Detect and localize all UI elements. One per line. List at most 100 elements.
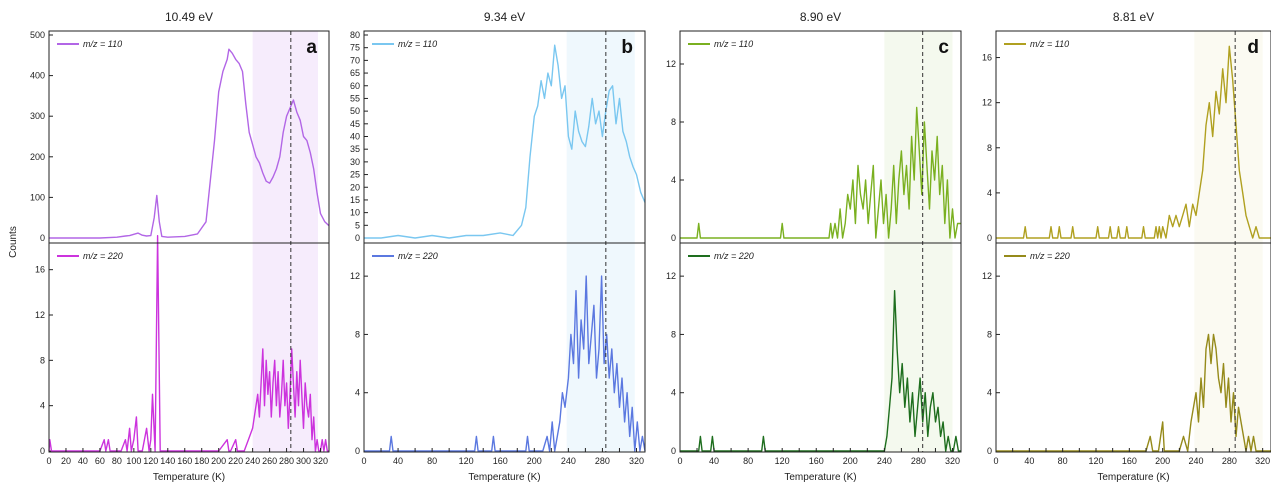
data-point — [1195, 392, 1196, 393]
data-point — [1110, 226, 1111, 227]
shaded-region — [566, 31, 635, 452]
data-point — [296, 371, 297, 372]
data-point — [1072, 226, 1073, 227]
data-point — [262, 172, 263, 173]
y-tick-label: 8 — [987, 329, 992, 339]
data-point — [948, 436, 949, 437]
data-point — [269, 183, 270, 184]
y-tick-label: 16 — [35, 265, 45, 275]
data-point — [261, 382, 262, 383]
x-tick-label: 40 — [709, 456, 719, 466]
data-point — [227, 59, 228, 60]
data-point — [389, 450, 390, 451]
data-point — [1120, 237, 1121, 238]
data-point — [885, 194, 886, 195]
data-point — [955, 436, 956, 437]
data-point — [1162, 421, 1163, 422]
series-line-top — [49, 48, 330, 239]
data-point — [283, 132, 284, 133]
x-axis-title: Temperature (K) — [1097, 472, 1169, 483]
data-point — [126, 450, 127, 451]
data-point — [807, 450, 808, 451]
x-axis-title: Temperature (K) — [153, 472, 225, 483]
data-point — [269, 371, 270, 372]
data-point — [609, 90, 610, 91]
data-point — [1172, 226, 1173, 227]
x-tick-label: 240 — [1188, 456, 1203, 466]
data-point — [1150, 436, 1151, 437]
data-point — [642, 436, 643, 437]
y-tick-label: 40 — [350, 132, 360, 142]
data-point — [898, 179, 899, 180]
data-point — [478, 450, 479, 451]
data-point — [904, 407, 905, 408]
data-point — [1128, 237, 1129, 238]
data-point — [1023, 237, 1024, 238]
x-tick-label: 0 — [361, 456, 366, 466]
data-point — [150, 439, 151, 440]
data-point — [546, 436, 547, 437]
data-point — [894, 290, 895, 291]
data-point — [852, 179, 853, 180]
data-point — [500, 232, 501, 233]
data-point — [1220, 392, 1221, 393]
data-point — [476, 436, 477, 437]
data-point — [300, 360, 301, 361]
data-point — [228, 49, 229, 50]
data-point — [266, 360, 267, 361]
data-point — [1049, 237, 1050, 238]
data-point — [952, 208, 953, 209]
data-point — [279, 416, 280, 417]
data-point — [612, 85, 613, 86]
x-tick-label: 260 — [262, 456, 277, 466]
data-point — [698, 223, 699, 224]
data-point — [301, 394, 302, 395]
data-point — [1202, 170, 1203, 171]
data-point — [842, 237, 843, 238]
data-point — [1253, 436, 1254, 437]
data-point — [525, 450, 526, 451]
data-point — [930, 407, 931, 408]
y-tick-label: 400 — [30, 71, 45, 81]
data-point — [571, 149, 572, 150]
data-point — [1045, 237, 1046, 238]
data-point — [1095, 237, 1096, 238]
data-point — [902, 363, 903, 364]
data-point — [249, 132, 250, 133]
x-tick-label: 240 — [877, 456, 892, 466]
x-tick-label: 280 — [279, 456, 294, 466]
data-point — [235, 59, 236, 60]
data-point — [570, 334, 571, 335]
data-point — [1210, 363, 1211, 364]
data-point — [323, 450, 324, 451]
data-point — [222, 71, 223, 72]
shaded-region — [252, 31, 318, 452]
chart-panel-b: 9.34 eV05101520253035404550556065707580m… — [350, 10, 646, 483]
bottom-plot-frame — [679, 242, 962, 453]
data-point — [310, 394, 311, 395]
data-point — [121, 450, 122, 451]
data-point — [1252, 237, 1253, 238]
legend-label: m/z = 110 — [83, 39, 122, 49]
data-point — [935, 421, 936, 422]
data-point — [1189, 226, 1190, 227]
data-point — [868, 223, 869, 224]
bottom-plot-frame — [995, 242, 1271, 453]
data-point — [860, 194, 861, 195]
y-tick-label: 0 — [355, 233, 360, 243]
data-point — [920, 378, 921, 379]
y-tick-label: 80 — [350, 30, 360, 40]
y-tick-label: 50 — [350, 106, 360, 116]
data-point — [554, 45, 555, 46]
data-point — [1222, 68, 1223, 69]
data-point — [1162, 226, 1163, 227]
data-point — [327, 450, 328, 451]
data-point — [601, 276, 602, 277]
series-line-bottom — [680, 290, 961, 452]
data-point — [561, 98, 562, 99]
data-point — [1185, 204, 1186, 205]
data-point — [1225, 102, 1226, 103]
data-point — [544, 98, 545, 99]
data-point — [564, 85, 565, 86]
